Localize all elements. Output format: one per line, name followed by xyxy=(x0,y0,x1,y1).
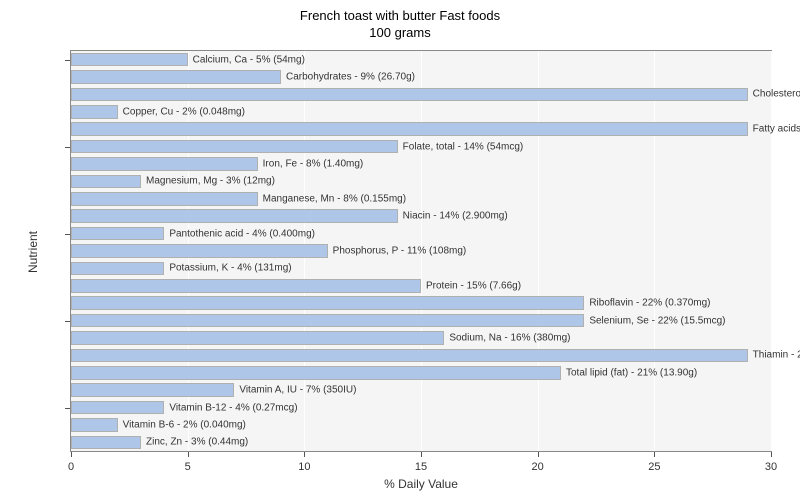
bar-label: Folate, total - 14% (54mcg) xyxy=(403,141,524,152)
y-tick xyxy=(65,234,70,235)
bar-label: Selenium, Se - 22% (15.5mcg) xyxy=(589,315,725,326)
bar xyxy=(71,436,141,450)
y-tick xyxy=(65,60,70,61)
bar-label: Thiamin - 29% (0.430mg) xyxy=(753,350,800,361)
bar-label: Vitamin B-12 - 4% (0.27mcg) xyxy=(169,402,297,413)
bar xyxy=(71,157,258,171)
bar-label: Manganese, Mn - 8% (0.155mg) xyxy=(263,193,406,204)
gridline xyxy=(654,51,655,451)
plot-area: 051015202530% Daily ValueCalcium, Ca - 5… xyxy=(70,50,772,452)
bar xyxy=(71,366,561,380)
bar xyxy=(71,262,164,276)
bar xyxy=(71,279,421,293)
bar xyxy=(71,209,398,223)
bar xyxy=(71,296,584,310)
bar xyxy=(71,227,164,241)
gridline xyxy=(538,51,539,451)
chart-title: French toast with butter Fast foods 100 … xyxy=(0,0,800,42)
x-tick xyxy=(304,452,305,457)
y-tick xyxy=(65,321,70,322)
bar-label: Vitamin A, IU - 7% (350IU) xyxy=(239,385,356,396)
bar-label: Sodium, Na - 16% (380mg) xyxy=(449,332,570,343)
bar-label: Niacin - 14% (2.900mg) xyxy=(403,211,508,222)
bar-label: Riboflavin - 22% (0.370mg) xyxy=(589,298,710,309)
chart-container: French toast with butter Fast foods 100 … xyxy=(0,0,800,500)
bar-label: Total lipid (fat) - 21% (13.90g) xyxy=(566,367,697,378)
x-tick-label: 30 xyxy=(765,461,777,473)
bar xyxy=(71,70,281,84)
bar-label: Cholesterol - 29% (86mg) xyxy=(753,89,800,100)
x-tick xyxy=(538,452,539,457)
bar xyxy=(71,105,118,119)
x-tick-label: 0 xyxy=(68,461,74,473)
bar xyxy=(71,122,748,136)
y-tick xyxy=(65,408,70,409)
bar xyxy=(71,314,584,328)
x-tick xyxy=(188,452,189,457)
x-tick-label: 15 xyxy=(415,461,427,473)
bar-label: Vitamin B-6 - 2% (0.040mg) xyxy=(123,419,246,430)
x-tick xyxy=(421,452,422,457)
bar xyxy=(71,88,748,102)
x-tick xyxy=(654,452,655,457)
bar-label: Protein - 15% (7.66g) xyxy=(426,280,521,291)
x-tick-label: 20 xyxy=(532,461,544,473)
bar-label: Phosphorus, P - 11% (108mg) xyxy=(333,246,467,257)
bar xyxy=(71,175,141,189)
bar xyxy=(71,349,748,363)
bar xyxy=(71,331,444,345)
title-line1: French toast with butter Fast foods xyxy=(0,8,800,25)
bar xyxy=(71,383,234,397)
bar xyxy=(71,53,188,67)
y-tick xyxy=(65,147,70,148)
x-tick-label: 25 xyxy=(648,461,660,473)
x-tick-label: 5 xyxy=(185,461,191,473)
bar xyxy=(71,140,398,154)
bar-label: Magnesium, Mg - 3% (12mg) xyxy=(146,176,275,187)
x-tick-label: 10 xyxy=(298,461,310,473)
bar-label: Potassium, K - 4% (131mg) xyxy=(169,263,291,274)
bar xyxy=(71,192,258,206)
bar-label: Copper, Cu - 2% (0.048mg) xyxy=(123,106,245,117)
bar-label: Calcium, Ca - 5% (54mg) xyxy=(193,54,305,65)
bar xyxy=(71,244,328,258)
bar-label: Carbohydrates - 9% (26.70g) xyxy=(286,72,415,83)
bar xyxy=(71,418,118,432)
bar-label: Zinc, Zn - 3% (0.44mg) xyxy=(146,437,248,448)
x-tick xyxy=(771,452,772,457)
x-tick xyxy=(71,452,72,457)
bar-label: Pantothenic acid - 4% (0.400mg) xyxy=(169,228,315,239)
title-line2: 100 grams xyxy=(0,25,800,42)
y-axis-label: Nutrient xyxy=(26,231,40,273)
bar-label: Fatty acids, total saturated - 29% (5.74… xyxy=(753,124,800,135)
bar xyxy=(71,401,164,415)
bar-label: Iron, Fe - 8% (1.40mg) xyxy=(263,159,364,170)
x-axis-label: % Daily Value xyxy=(384,477,458,491)
gridline xyxy=(771,51,772,451)
